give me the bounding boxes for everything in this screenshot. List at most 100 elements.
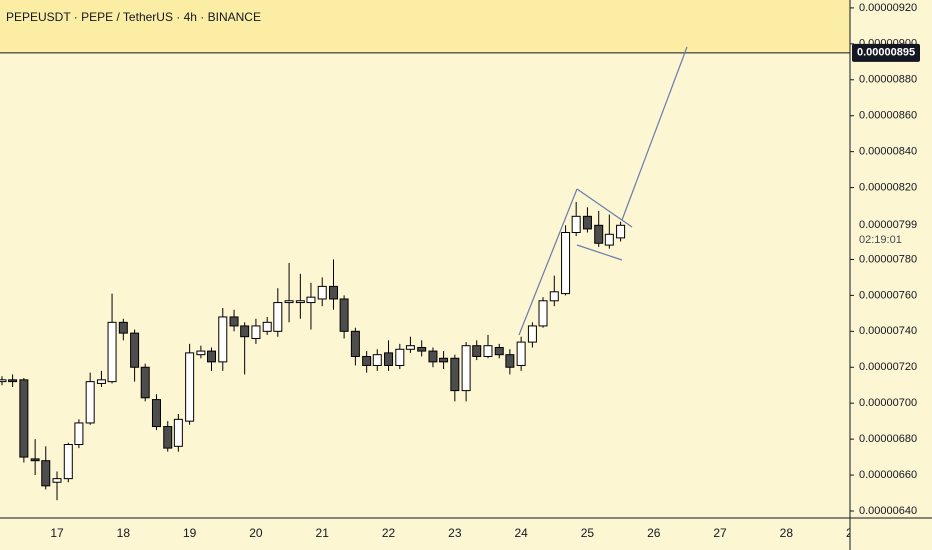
candle-body bbox=[494, 346, 504, 356]
candle-body bbox=[549, 291, 559, 302]
candle-body bbox=[52, 478, 62, 483]
x-tick-label: 19 bbox=[183, 526, 197, 540]
candle-body bbox=[74, 422, 84, 446]
flag-drawing bbox=[518, 46, 688, 336]
x-tick-label: 17 bbox=[50, 526, 64, 540]
candle-body bbox=[428, 350, 438, 363]
x-tick-label: 21 bbox=[316, 526, 330, 540]
x-tick-label: 26 bbox=[647, 526, 661, 540]
candle-body bbox=[594, 224, 604, 244]
candle-body bbox=[273, 302, 283, 332]
trend-line bbox=[621, 46, 688, 221]
candle-body bbox=[329, 285, 339, 300]
candle-body bbox=[229, 316, 239, 327]
candle-body bbox=[251, 325, 261, 340]
y-tick-label: 0.00000860 bbox=[859, 110, 917, 122]
candle-body bbox=[196, 350, 206, 356]
x-tick-label: 22 bbox=[382, 526, 396, 540]
candle-body bbox=[450, 357, 460, 392]
candle-body bbox=[140, 366, 150, 399]
y-tick-label: 0.00000740 bbox=[859, 325, 917, 337]
candle-body bbox=[350, 330, 360, 357]
candle-body bbox=[571, 215, 581, 233]
candle-body bbox=[362, 355, 372, 366]
candle-body bbox=[483, 345, 493, 357]
chart-title: PEPEUSDT · PEPE / TetherUS · 4h · BINANC… bbox=[6, 10, 261, 24]
candle-body bbox=[582, 215, 592, 230]
candle-body bbox=[151, 399, 161, 428]
trend-line bbox=[576, 188, 633, 228]
candle-body bbox=[19, 379, 29, 458]
y-tick-label: 0.00000640 bbox=[859, 505, 917, 517]
price-zone bbox=[0, 0, 932, 54]
candle-body bbox=[561, 231, 571, 295]
y-tick-label: 0.00000820 bbox=[859, 181, 917, 193]
price-badge-label: 0.00000895 bbox=[857, 47, 915, 59]
y-tick-label: 0.00000680 bbox=[859, 433, 917, 445]
candle-body bbox=[516, 341, 526, 366]
x-tick-label: 18 bbox=[117, 526, 131, 540]
candle-body bbox=[41, 460, 51, 487]
x-tick-label: 23 bbox=[448, 526, 462, 540]
candle-body bbox=[163, 426, 173, 449]
x-tick-label: 24 bbox=[514, 526, 528, 540]
candle-body bbox=[306, 296, 316, 304]
highlight-zone bbox=[0, 0, 850, 53]
candle-body bbox=[317, 285, 327, 300]
candle-body bbox=[218, 316, 228, 363]
candle-body bbox=[339, 298, 349, 332]
candle-body bbox=[472, 345, 482, 357]
y-tick-label: 0.00000720 bbox=[859, 361, 917, 373]
price-badge bbox=[852, 43, 920, 62]
trend-line bbox=[576, 244, 623, 261]
candle-body bbox=[604, 233, 614, 246]
y-tick-label: 0.00000660 bbox=[859, 469, 917, 481]
y-tick-label: 0.00000880 bbox=[859, 74, 917, 86]
x-tick-label: 25 bbox=[581, 526, 595, 540]
candle-body bbox=[107, 321, 117, 383]
candle-body bbox=[616, 224, 626, 239]
candle-body bbox=[538, 300, 548, 327]
candle-body bbox=[96, 379, 106, 384]
candle-body bbox=[0, 379, 7, 383]
candle-body bbox=[262, 321, 272, 332]
candle-body bbox=[30, 458, 40, 462]
candle-body bbox=[185, 352, 195, 422]
candle-body bbox=[118, 321, 128, 334]
candle-body bbox=[395, 348, 405, 366]
candle-body bbox=[207, 350, 217, 363]
candle-body bbox=[439, 357, 449, 363]
last-price-label: 0.00000799 bbox=[859, 219, 917, 231]
countdown: 02:19:01 bbox=[859, 234, 902, 246]
candle-body bbox=[405, 345, 415, 350]
candle-body bbox=[505, 354, 515, 368]
candle-body bbox=[8, 379, 18, 383]
candle-body bbox=[372, 354, 382, 366]
x-tick-label: 20 bbox=[249, 526, 263, 540]
x-tick-label: 27 bbox=[713, 526, 727, 540]
y-tick-label: 0.00000700 bbox=[859, 397, 917, 409]
candle-body bbox=[461, 345, 471, 392]
candle-body bbox=[130, 332, 140, 368]
candle-body bbox=[63, 444, 73, 480]
y-tick-label: 0.00000840 bbox=[859, 146, 917, 158]
candles bbox=[0, 201, 626, 501]
candle-body bbox=[173, 418, 183, 447]
x-tick-label: 28 bbox=[780, 526, 794, 540]
candle-body bbox=[527, 325, 537, 343]
price-scale bbox=[850, 0, 932, 550]
last-price-badge bbox=[852, 216, 928, 249]
y-axis: 0.00000640 0.00000660 0.00000680 0.00000700… bbox=[850, 2, 928, 517]
candle-body bbox=[85, 381, 95, 424]
candle-body bbox=[240, 325, 250, 338]
candle-body bbox=[417, 346, 427, 352]
candle-body bbox=[384, 352, 394, 366]
trend-line bbox=[518, 188, 578, 336]
y-tick-label: 0.00000780 bbox=[859, 253, 917, 265]
y-tick-label: 0.00000760 bbox=[859, 289, 917, 301]
candle-body bbox=[284, 300, 294, 304]
y-tick-label: 0.00000920 bbox=[859, 2, 917, 14]
candle-body bbox=[295, 300, 305, 304]
